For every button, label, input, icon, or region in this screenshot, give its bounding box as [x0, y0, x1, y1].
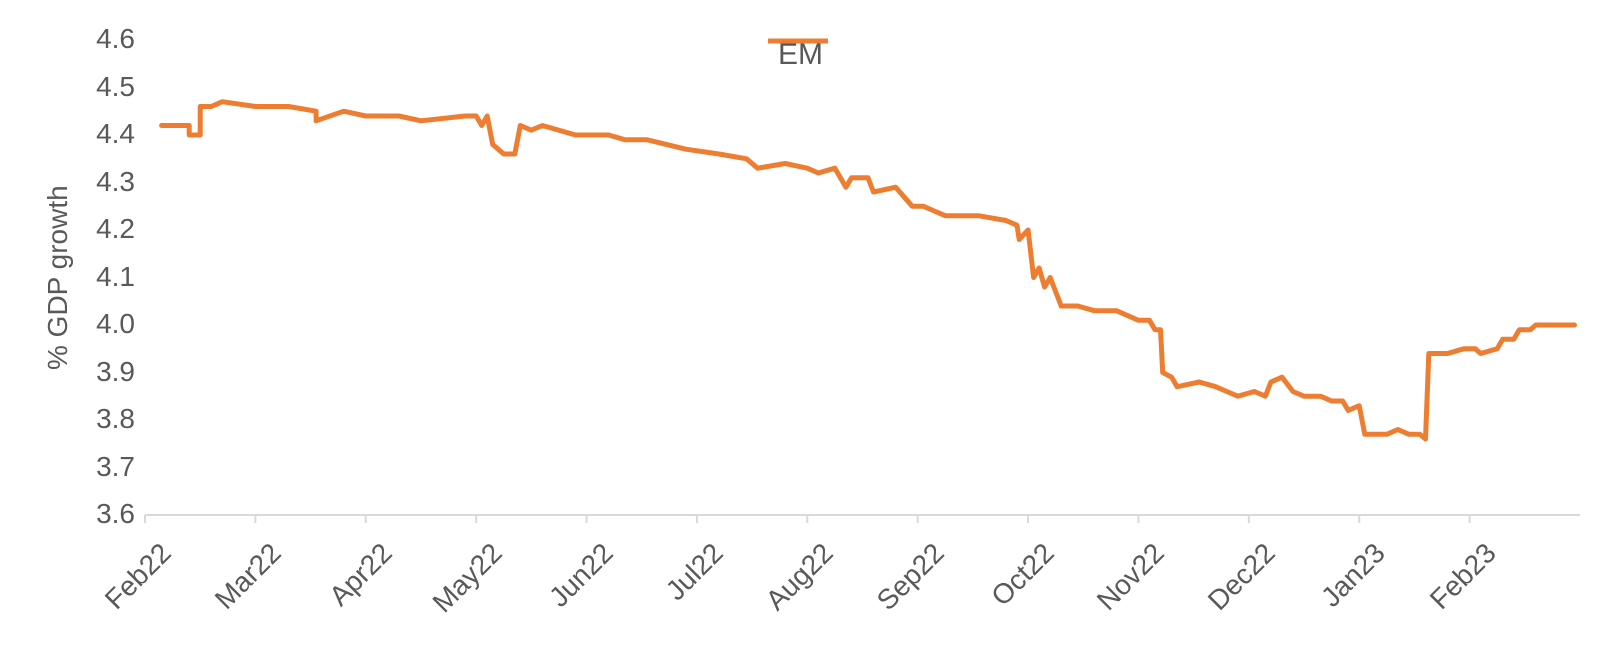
y-tick-label: 4.2: [60, 213, 135, 245]
series-line-em: [162, 102, 1575, 439]
y-tick-label: 3.7: [60, 451, 135, 483]
y-tick-label: 3.9: [60, 356, 135, 388]
y-tick-label: 4.4: [60, 118, 135, 150]
y-tick-label: 3.8: [60, 403, 135, 435]
y-tick-label: 4.3: [60, 166, 135, 198]
y-tick-label: 3.6: [60, 498, 135, 530]
chart-container: % GDP growth EM 3.63.73.83.94.04.14.24.3…: [0, 0, 1619, 671]
y-tick-label: 4.0: [60, 308, 135, 340]
y-tick-label: 4.5: [60, 71, 135, 103]
y-tick-label: 4.1: [60, 261, 135, 293]
y-tick-label: 4.6: [60, 23, 135, 55]
